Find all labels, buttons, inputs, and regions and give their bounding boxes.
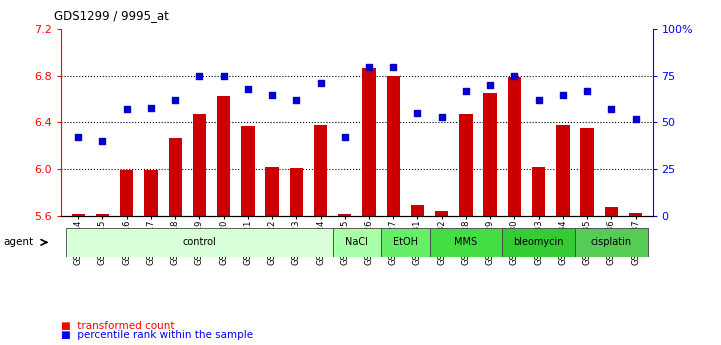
- Bar: [363, 68, 376, 345]
- Bar: [71, 215, 85, 345]
- Bar: [290, 168, 303, 345]
- Point: [339, 135, 350, 140]
- Bar: [386, 76, 400, 345]
- Bar: [144, 170, 158, 345]
- Bar: [314, 125, 327, 345]
- Bar: [556, 125, 570, 345]
- Text: agent: agent: [4, 237, 34, 247]
- Point: [97, 138, 108, 144]
- Point: [387, 64, 399, 69]
- Bar: [66, 228, 332, 257]
- Bar: [411, 205, 424, 345]
- Bar: [508, 77, 521, 345]
- Point: [73, 135, 84, 140]
- Text: control: control: [182, 237, 216, 247]
- Bar: [193, 114, 206, 345]
- Point: [412, 110, 423, 116]
- Bar: [430, 228, 503, 257]
- Point: [629, 116, 641, 121]
- Text: ■  percentile rank within the sample: ■ percentile rank within the sample: [61, 330, 253, 339]
- Bar: [580, 128, 594, 345]
- Point: [436, 114, 448, 120]
- Point: [508, 73, 520, 79]
- Point: [557, 92, 569, 97]
- Text: EtOH: EtOH: [393, 237, 418, 247]
- Point: [315, 81, 327, 86]
- Bar: [575, 228, 647, 257]
- Point: [169, 97, 181, 103]
- Bar: [332, 228, 381, 257]
- Point: [485, 82, 496, 88]
- Point: [533, 97, 544, 103]
- Bar: [484, 93, 497, 345]
- Bar: [265, 167, 279, 345]
- Bar: [435, 211, 448, 345]
- Text: bleomycin: bleomycin: [513, 237, 564, 247]
- Point: [145, 105, 156, 110]
- Bar: [629, 213, 642, 345]
- Bar: [217, 96, 230, 345]
- Point: [606, 107, 617, 112]
- Bar: [169, 138, 182, 345]
- Point: [266, 92, 278, 97]
- Text: cisplatin: cisplatin: [590, 237, 632, 247]
- Bar: [242, 126, 255, 345]
- Point: [581, 88, 593, 93]
- Bar: [459, 114, 472, 345]
- Bar: [96, 215, 109, 345]
- Text: MMS: MMS: [454, 237, 477, 247]
- Text: ■  transformed count: ■ transformed count: [61, 321, 174, 331]
- Bar: [381, 228, 430, 257]
- Point: [291, 97, 302, 103]
- Point: [121, 107, 133, 112]
- Text: NaCl: NaCl: [345, 237, 368, 247]
- Point: [218, 73, 229, 79]
- Bar: [120, 170, 133, 345]
- Bar: [605, 207, 618, 345]
- Text: GDS1299 / 9995_at: GDS1299 / 9995_at: [54, 9, 169, 22]
- Point: [194, 73, 205, 79]
- Point: [363, 64, 375, 69]
- Bar: [338, 215, 351, 345]
- Bar: [503, 228, 575, 257]
- Point: [460, 88, 472, 93]
- Bar: [532, 167, 545, 345]
- Point: [242, 86, 254, 92]
